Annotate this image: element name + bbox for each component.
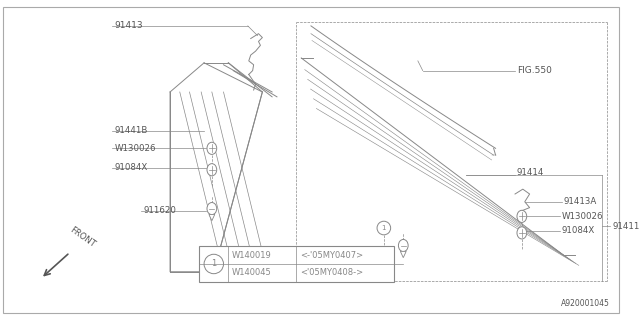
Ellipse shape <box>399 239 408 252</box>
Text: 91084X: 91084X <box>562 227 595 236</box>
Polygon shape <box>401 251 406 258</box>
Text: 91413A: 91413A <box>564 197 597 206</box>
Text: 91414: 91414 <box>517 168 545 177</box>
Circle shape <box>377 221 390 235</box>
Text: FRONT: FRONT <box>68 226 97 249</box>
Text: A920001045: A920001045 <box>561 299 611 308</box>
Ellipse shape <box>517 210 527 222</box>
Text: 911620: 911620 <box>144 206 177 215</box>
Text: 1: 1 <box>381 225 386 231</box>
Text: 91441B: 91441B <box>115 126 148 135</box>
Text: 911620: 911620 <box>301 260 334 268</box>
Ellipse shape <box>207 142 217 155</box>
Bar <box>199 245 394 283</box>
Text: <'05MY0408->: <'05MY0408-> <box>300 268 364 277</box>
Text: W130026: W130026 <box>562 212 603 221</box>
Ellipse shape <box>207 164 217 176</box>
Text: 91084X: 91084X <box>115 163 148 172</box>
Circle shape <box>204 254 223 274</box>
Text: W130026: W130026 <box>115 144 156 153</box>
Text: 1: 1 <box>211 260 216 268</box>
Text: 91413: 91413 <box>115 21 143 30</box>
Ellipse shape <box>207 203 217 215</box>
Polygon shape <box>209 214 215 221</box>
Ellipse shape <box>517 227 527 239</box>
Text: <-'05MY0407>: <-'05MY0407> <box>300 251 364 260</box>
Text: 91411: 91411 <box>612 221 639 231</box>
Text: FIG.550: FIG.550 <box>517 66 552 75</box>
Text: W140045: W140045 <box>231 268 271 277</box>
Text: W140019: W140019 <box>231 251 271 260</box>
